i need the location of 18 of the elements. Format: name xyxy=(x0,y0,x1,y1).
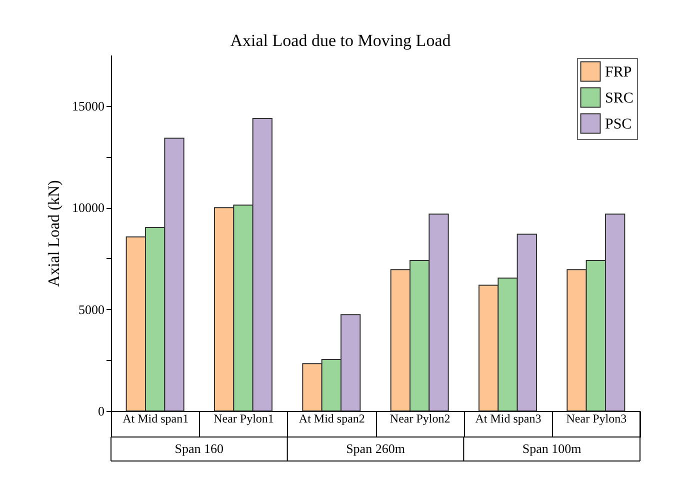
x-tick-label: At Mid span3 xyxy=(475,412,542,426)
text: Span 160 xyxy=(174,441,224,456)
y-axis-title: Axial Load (kN) xyxy=(46,180,63,287)
chart-title: Axial Load due to Moving Load xyxy=(230,31,452,50)
x-tick-label: At Mid span1 xyxy=(122,412,189,426)
x-tick-label: At Mid span2 xyxy=(298,412,365,426)
text: Span 260m xyxy=(346,441,405,456)
text: Span 100m xyxy=(522,441,582,456)
x-tick-label: Near Pylon3 xyxy=(566,412,627,426)
y-tick-label: 10000 xyxy=(72,200,104,216)
x-tick-label: Near Pylon2 xyxy=(390,412,450,426)
legend-label: PSC xyxy=(605,116,632,132)
legend-label: SRC xyxy=(605,90,634,106)
y-tick-label: 5000 xyxy=(78,302,104,317)
legend-label: FRP xyxy=(605,64,632,80)
y-tick-label: 0 xyxy=(98,404,104,418)
y-tick-label: 15000 xyxy=(72,98,104,114)
x-tick-label: Near Pylon1 xyxy=(214,412,274,426)
